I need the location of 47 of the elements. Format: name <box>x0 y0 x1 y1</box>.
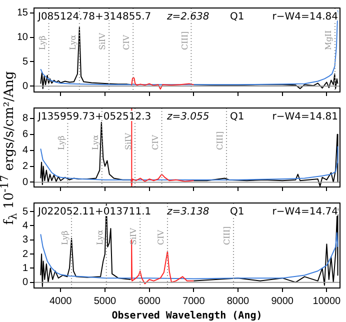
ref-line-label: Lyα <box>68 34 78 50</box>
annotation: Q1 <box>230 12 244 23</box>
ref-line-label: CIII] <box>222 226 232 245</box>
annotation: J085124.78+314855.7 <box>37 12 152 23</box>
ref-line-label: CIV <box>122 34 132 50</box>
y-tick-label: 4 <box>22 145 28 156</box>
y-tick-label: 0 <box>22 176 28 188</box>
ref-line-label: Lyβ <box>56 135 66 150</box>
y-tick-label: 2 <box>22 248 28 260</box>
x-axis-title: Observed Wavelength (Ang) <box>112 310 262 322</box>
y-tick-label: 0 <box>22 80 28 92</box>
ref-line-label: CIV <box>156 230 166 245</box>
y-tick-label: 6 <box>22 129 28 140</box>
ref-line-label: MgII <box>324 30 334 50</box>
annotation: z=3.138 <box>166 206 210 218</box>
ref-line-label: SiIV <box>98 32 108 50</box>
ref-line-label: Lyα <box>95 229 104 245</box>
x-tick-label: 8000 <box>226 296 250 307</box>
y-tick-label: 4 <box>22 220 28 232</box>
x-tick-label: 10000 <box>312 296 342 307</box>
ref-line-label: CIII] <box>180 31 190 50</box>
y-tick-label: 3 <box>22 234 28 246</box>
x-tick-label: 5000 <box>94 296 117 307</box>
y-tick-label: 0 <box>22 277 28 288</box>
y-tick-label: 1 <box>22 262 28 274</box>
annotation: r−W4=14.81 <box>272 112 338 123</box>
y-tick-label: 5 <box>22 206 28 218</box>
ref-line-label: SiIV <box>129 228 138 245</box>
y-tick-label: 2 <box>22 161 28 172</box>
x-tick-label: 7000 <box>182 296 206 307</box>
y-tick-label: 15 <box>16 8 28 19</box>
annotation: z=2.638 <box>166 12 210 23</box>
x-tick-label: 6000 <box>138 296 161 307</box>
x-tick-label: 4000 <box>49 296 72 307</box>
x-tick-label: 9000 <box>271 296 294 307</box>
ref-line-label: Lyβ <box>38 35 47 50</box>
y-tick-label: 8 <box>22 113 28 124</box>
y-tick-label: 10 <box>16 32 28 44</box>
ref-line-label: Lyβ <box>60 230 70 245</box>
ref-line-label: CIV <box>150 134 160 150</box>
annotation: z=3.055 <box>166 112 210 123</box>
ref-line-label: SiIV <box>124 132 134 150</box>
ref-line-label: CIII] <box>216 131 225 150</box>
y-tick-label: 5 <box>22 56 28 68</box>
ref-line-label: Lyα <box>90 134 100 150</box>
annotation: Q1 <box>230 112 244 123</box>
annotation: Q1 <box>230 206 244 218</box>
